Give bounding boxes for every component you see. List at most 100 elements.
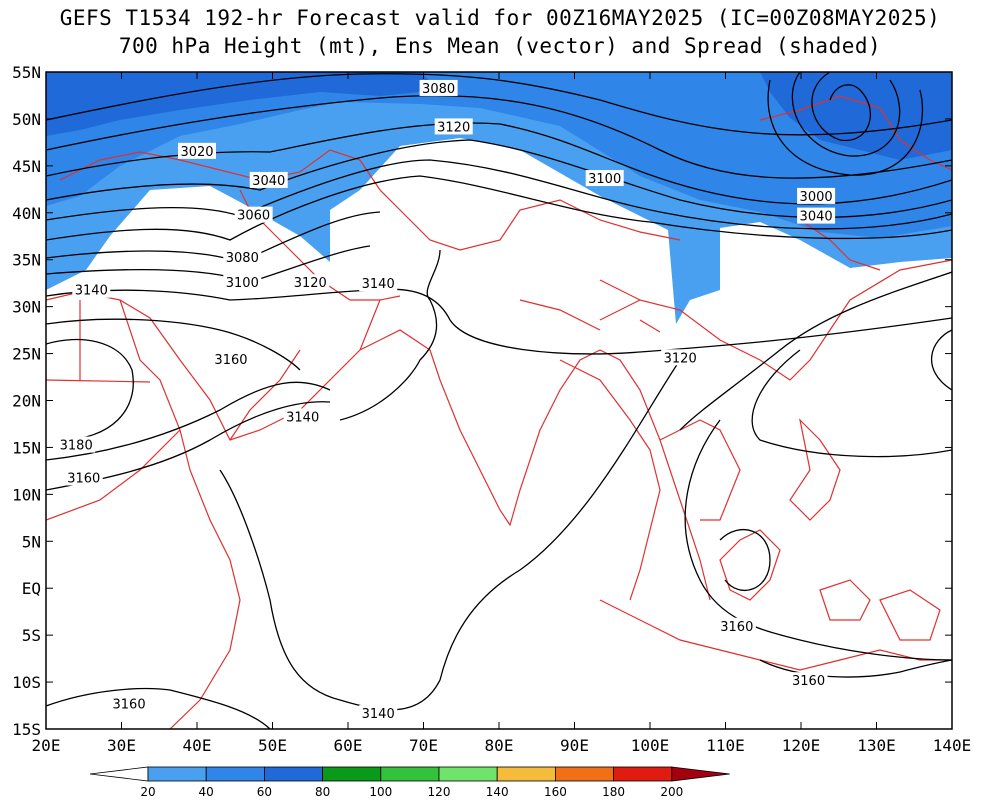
contour-label-bg [249,171,288,188]
lat-label: 15N [12,438,41,457]
contour-label: 3120 [294,276,327,291]
contour-label-bg [110,695,149,712]
colorbar-swatch [496,766,556,782]
contour-label-bg [57,436,96,453]
lat-label: 40N [12,204,41,223]
lat-label: 50N [12,110,41,129]
contour-label-bg [419,79,458,96]
contour-label-bg [211,351,250,368]
lon-label: 40E [183,736,212,755]
contour-label: 3080 [226,251,259,266]
lon-label: 70E [409,736,438,755]
contour-label: 3120 [437,120,470,135]
contour-label-bg [291,274,330,291]
colorbar-low-arrow [89,766,149,782]
colorbar-swatch [613,766,673,782]
colorbar-swatch [147,766,207,782]
axis-ticks: 55N 50N 45N 40N 35N 30N 25N 20N 15N 10N 5N EQ 5S 10S 1… [12,63,971,755]
contour-label: 3120 [664,351,697,366]
contour-label: 3180 [60,439,93,454]
lat-label: 25N [12,345,41,364]
contour-label: 3160 [113,698,146,713]
lat-label: 30N [12,298,41,317]
lon-label: 60E [334,736,363,755]
contour-label: 3140 [286,410,319,425]
spread-band-40 [46,72,952,238]
contour-label-bg [359,705,398,722]
lat-label: 10S [12,673,41,692]
contour-label-bg [64,469,103,486]
contour-label: 3040 [252,174,285,189]
contour-label-bg [585,170,624,187]
contour-labels: 3080 3120 3020 3040 3060 3080 3100 3120 3140 3140… [57,79,836,722]
colorbar-high-arrow [671,766,730,782]
lon-label: 50E [258,736,287,755]
contour-label-bg [434,118,473,135]
contour-label-bg [234,206,273,223]
contour-label: 3080 [422,82,455,97]
colorbar-label: 20 [140,785,155,799]
contour-label: 3160 [792,674,825,689]
contour-label-bg [223,274,262,291]
contour-label-bg [72,281,111,298]
lon-label: 20E [32,736,61,755]
height-contours [46,72,952,729]
lat-label: 20N [12,392,41,411]
title-line-2: 700 hPa Height (mt), Ens Mean (vector) a… [118,34,882,58]
contour-label-bg [789,672,828,689]
contour-label: 3160 [67,471,100,486]
colorbar-label: 200 [660,785,683,799]
colorbar-label: 120 [428,785,451,799]
contour-label: 3140 [75,284,108,299]
lon-label: 110E [706,736,745,755]
spread-band-60 [46,72,952,160]
colorbar-label: 40 [199,785,214,799]
lon-label: 30E [107,736,136,755]
colorbar-swatch [322,766,382,782]
contour-label: 3020 [180,145,213,160]
contour-label-bg [717,617,756,634]
contour-label: 3140 [362,277,395,292]
lon-label: 120E [782,736,821,755]
contour-label: 3000 [800,190,833,205]
colorbar-label: 140 [486,785,509,799]
title-line-1: GEFS T1534 192-hr Forecast valid for 00Z… [59,6,941,30]
colorbar-swatch [205,766,265,782]
lat-label: 35N [12,251,41,270]
contour-label-bg [661,349,700,366]
colorbar-label: 180 [602,785,625,799]
colorbar-swatch [438,766,498,782]
contour-label: 3040 [800,210,833,225]
lon-label: 80E [485,736,514,755]
colorbar-swatch [555,766,615,782]
lon-label: 100E [631,736,670,755]
colorbar-swatch [263,766,323,782]
contour-label: 3140 [362,707,395,722]
colorbar-label: 60 [257,785,272,799]
contour-label-bg [797,187,836,204]
colorbar-label: 160 [544,785,567,799]
colorbar-label: 100 [369,785,392,799]
spread-shading [46,72,952,324]
lat-label: 45N [12,157,41,176]
contour-label: 3160 [720,620,753,635]
lat-label: EQ [22,579,41,598]
lat-label: 15S [12,720,41,739]
colorbar-swatch [380,766,440,782]
contour-label: 3060 [237,209,270,224]
lat-label: 10N [12,485,41,504]
contour-label: 3100 [588,172,621,187]
lon-label: 140E [933,736,972,755]
contour-label: 3160 [214,353,247,368]
lon-label: 130E [857,736,896,755]
contour-label: 3100 [226,276,259,291]
lat-label: 5N [22,532,41,551]
coastlines [46,95,952,729]
contour-label-bg [797,207,836,224]
contour-label-bg [178,142,216,159]
contour-label-bg [359,275,398,292]
colorbar-label: 80 [315,785,330,799]
contour-label-bg [223,248,262,265]
lon-label: 90E [560,736,589,755]
